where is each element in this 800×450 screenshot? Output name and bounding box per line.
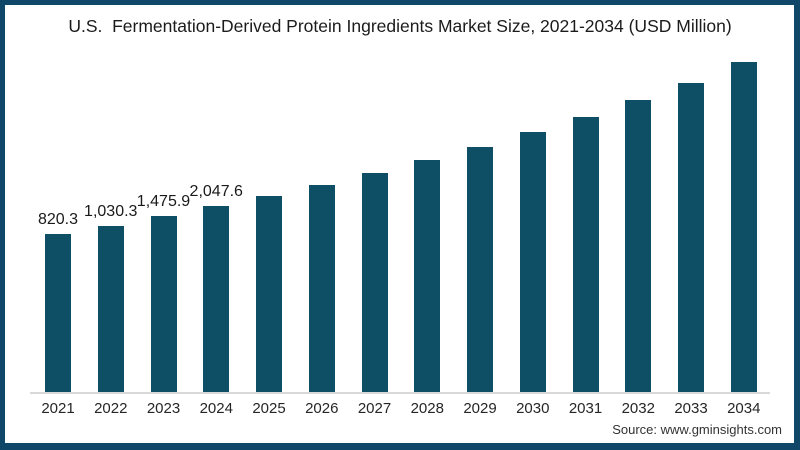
x-axis-label: 2034 [727,400,761,417]
bar [45,234,71,392]
x-axis-label: 2028 [410,400,444,417]
bar [625,100,652,392]
bar [519,132,546,392]
bar [730,62,757,392]
x-axis-label: 2027 [357,400,392,417]
x-axis-label: 2029 [463,400,497,417]
bar [361,173,388,392]
bar [308,185,335,392]
x-axis-label: 2026 [305,400,339,417]
bar [467,147,493,392]
bar [203,206,230,392]
bar [150,216,177,392]
chart-title: U.S. Fermentation-Derived Protein Ingred… [68,16,732,36]
x-axis-label: 2031 [568,400,603,417]
source-credit: Source: www.gminsights.com [612,422,782,437]
bar-value-label: 1,475.9 [136,193,191,210]
bar [256,196,282,392]
bar-value-label: 820.3 [37,211,79,228]
x-axis-label: 2022 [94,400,128,417]
x-axis-label: 2033 [674,400,708,417]
x-axis-label: 2032 [621,400,655,417]
bar [572,117,599,392]
bar [414,160,441,392]
x-axis-label: 2025 [252,400,286,417]
x-axis-label: 2024 [199,400,233,417]
x-axis-label: 2023 [146,400,181,417]
x-axis-label: 2030 [516,400,550,417]
x-axis-label: 2021 [41,400,75,417]
bar [97,226,124,392]
x-axis-line [30,392,770,394]
bar [678,83,704,392]
bar-value-label: 1,030.3 [84,203,138,220]
bar-value-label: 2,047.6 [189,183,243,200]
